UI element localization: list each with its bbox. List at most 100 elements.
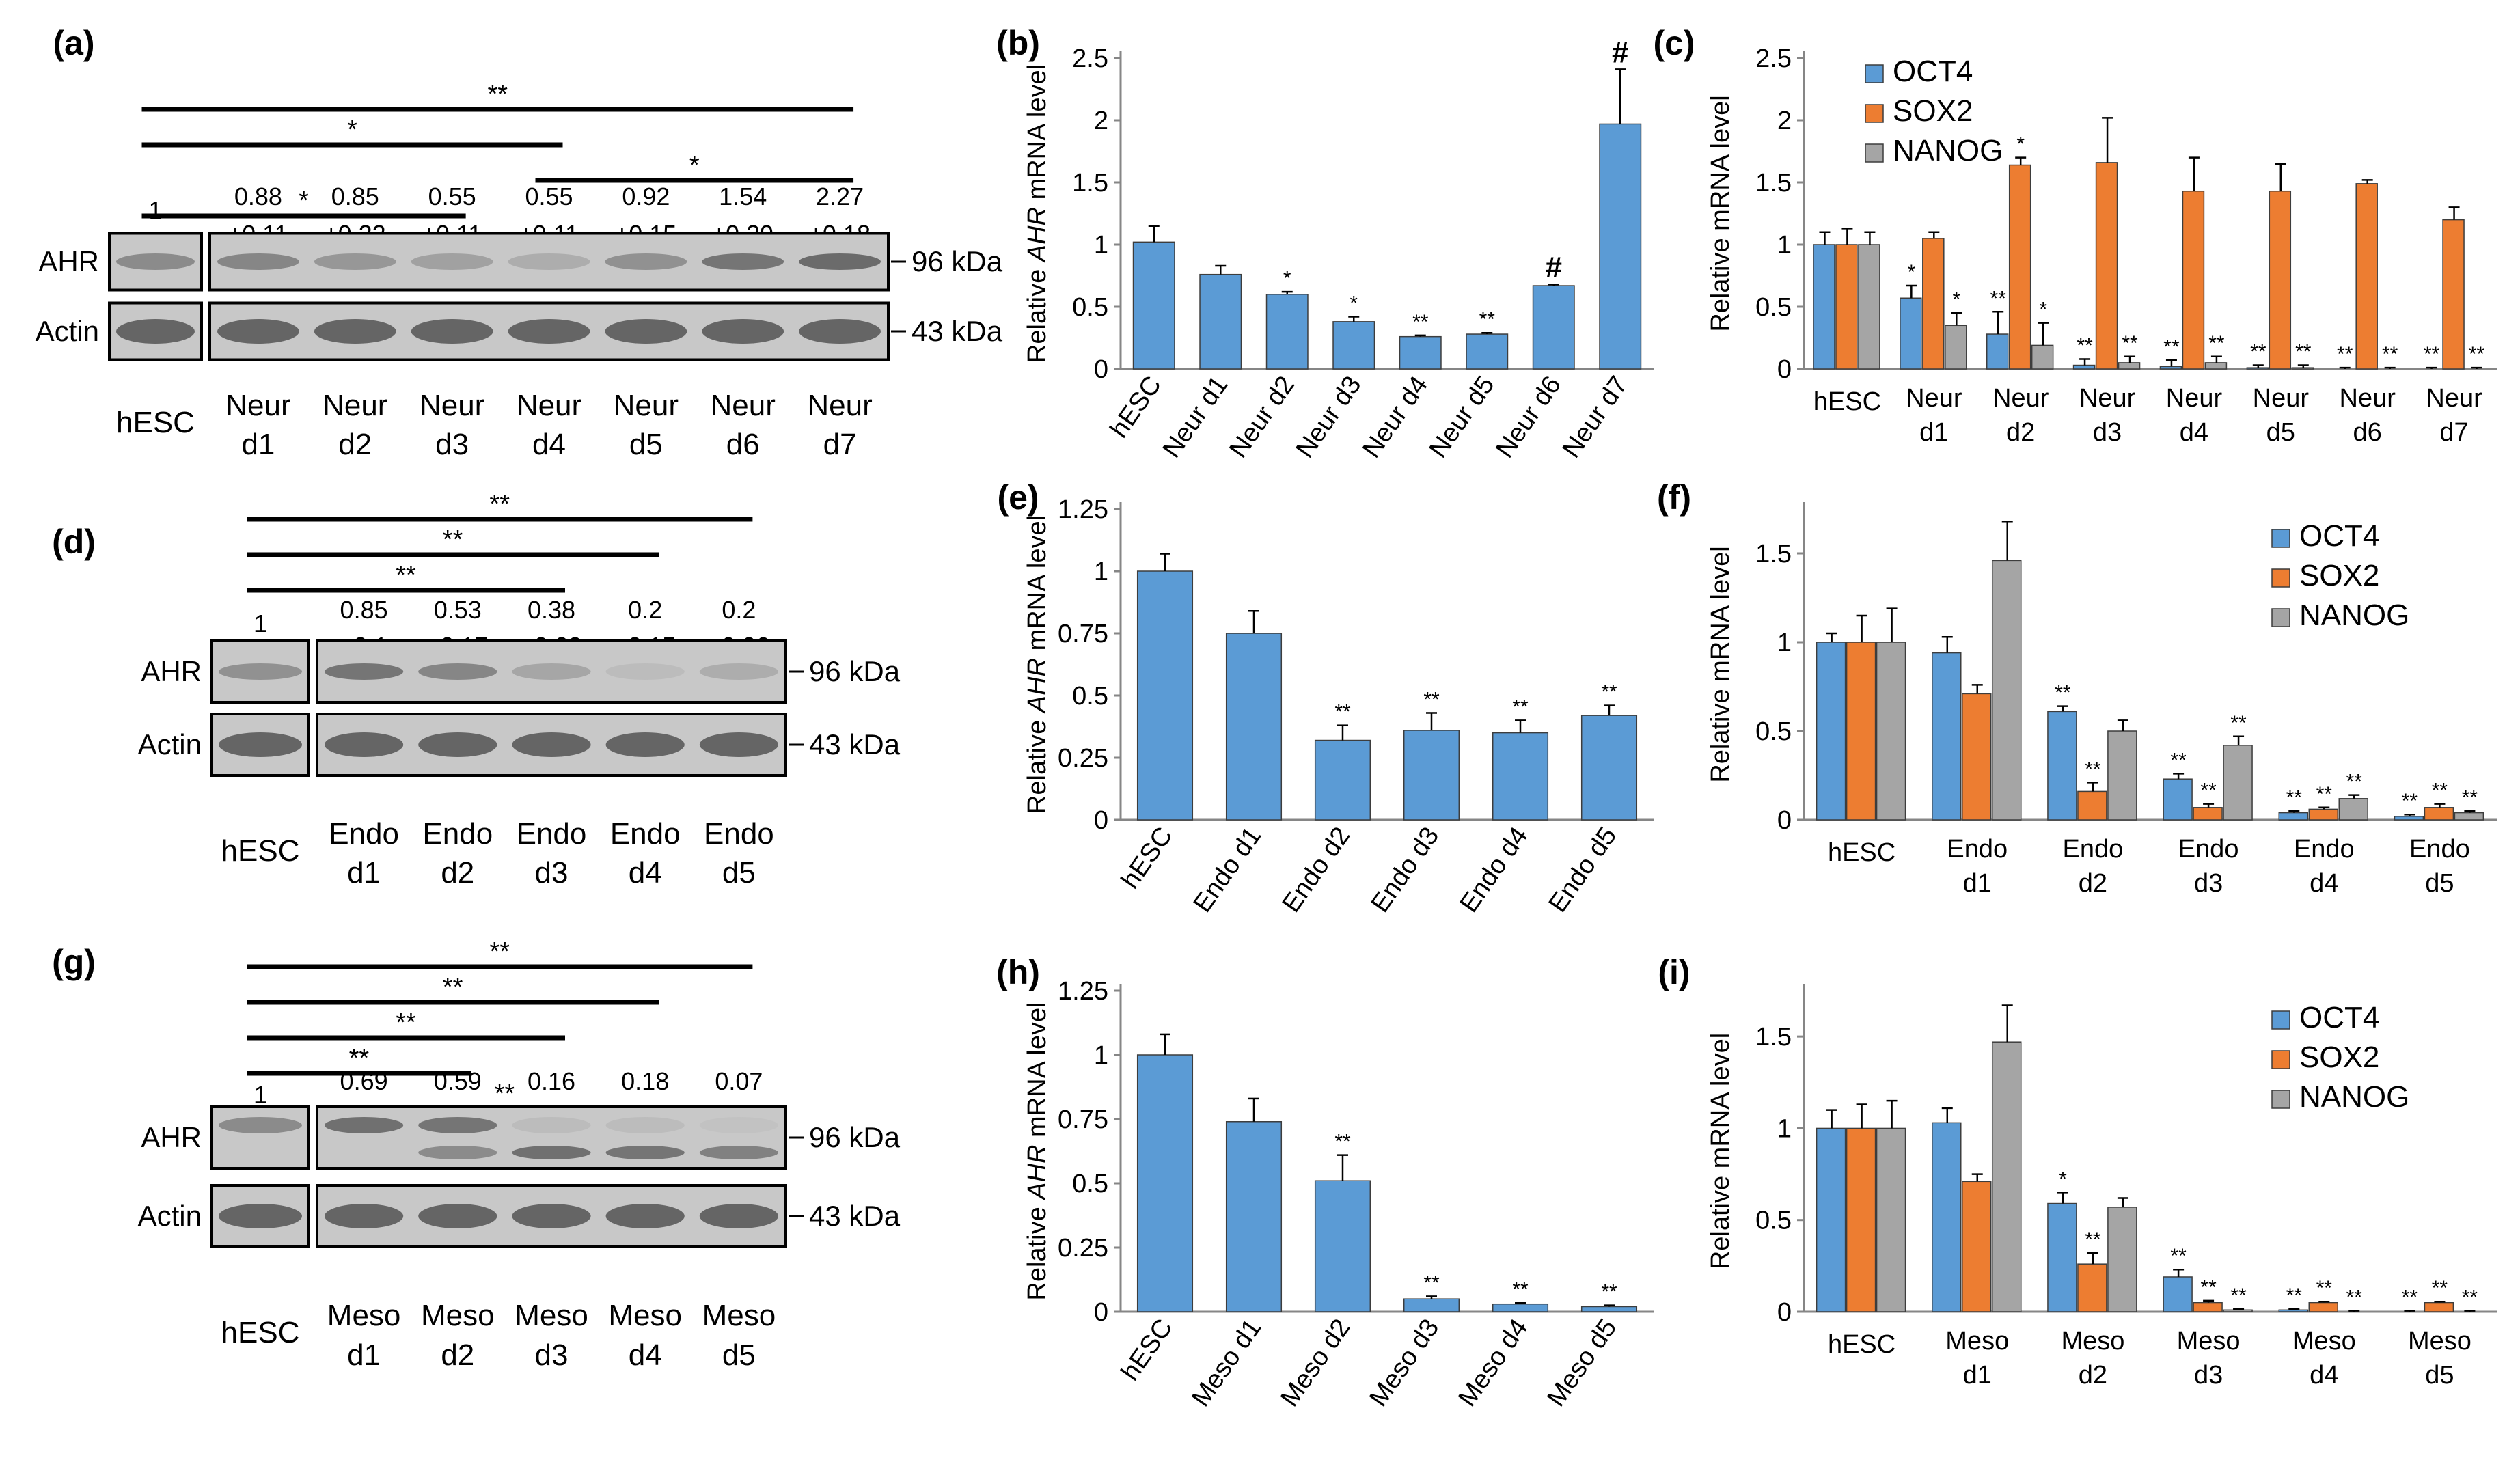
- quant-value: 0.2: [628, 596, 662, 624]
- lane-label: Neur: [711, 389, 776, 422]
- y-tick-label: 0.75: [1058, 1105, 1108, 1134]
- bar-sox2: [2095, 162, 2118, 370]
- lane-label-day: d4: [532, 428, 566, 461]
- bar-oct4: [1932, 652, 1962, 821]
- x-tick-label: hESC: [1828, 1330, 1895, 1359]
- significance-mark: **: [2055, 682, 2071, 704]
- significance-mark: **: [2250, 341, 2266, 363]
- bar-ahr: [1399, 335, 1442, 370]
- x-tick-label: Meso d4: [1453, 1314, 1533, 1412]
- quant-value: 0.55: [525, 182, 573, 210]
- panel-label: (h): [996, 953, 1040, 991]
- x-tick-label: Endo: [2063, 835, 2124, 864]
- lane-label: Endo: [422, 817, 493, 851]
- blot-row-label: Actin: [36, 315, 99, 347]
- bar-sox2: [1846, 1127, 1876, 1312]
- quant-value: 1: [254, 1081, 267, 1109]
- blot-band: [418, 732, 497, 757]
- legend-swatch: [2271, 1050, 2290, 1069]
- bar-oct4: [2047, 1202, 2077, 1312]
- panel-label: (c): [1653, 24, 1695, 62]
- significance-mark: *: [2016, 133, 2025, 156]
- quant-value: 0.92: [622, 182, 670, 210]
- size-label: 96 kDa: [809, 655, 901, 687]
- blot-band: [418, 663, 497, 680]
- x-tick-label: Meso d3: [1364, 1314, 1444, 1412]
- y-tick-label: 1.5: [1755, 169, 1792, 197]
- lane-label-day: d2: [441, 856, 474, 890]
- size-label: 43 kDa: [809, 1200, 901, 1232]
- x-tick-label-day: d7: [2439, 418, 2468, 447]
- blot-band: [605, 663, 685, 680]
- y-tick-label: 1: [1094, 231, 1108, 260]
- quant-value: 0.38: [528, 596, 575, 624]
- y-tick-label: 0: [1094, 806, 1108, 835]
- significance-mark: **: [2077, 334, 2093, 357]
- bar-nanog: [1858, 244, 1880, 370]
- bar-ahr: [1580, 715, 1638, 821]
- y-axis-label: Relative mRNA level: [1706, 1033, 1735, 1269]
- blot-row-label: AHR: [141, 655, 202, 687]
- lane-label-day: d1: [241, 428, 275, 461]
- significance-mark: **: [2316, 783, 2333, 806]
- bar-sox2: [2193, 1302, 2223, 1312]
- y-tick-label: 1: [1777, 629, 1792, 657]
- significance-mark: **: [2469, 343, 2485, 366]
- significance-mark: **: [1334, 701, 1351, 724]
- x-tick-label: Endo d2: [1277, 822, 1356, 918]
- significance-label: **: [489, 490, 510, 519]
- bar-sox2: [2269, 190, 2292, 370]
- legend-label: NANOG: [2299, 598, 2409, 632]
- lane-label: Meso: [608, 1299, 682, 1332]
- significance-label: *: [299, 187, 309, 215]
- significance-label: *: [689, 151, 700, 180]
- panel-label: (f): [1657, 478, 1691, 517]
- x-tick-label: Endo: [2294, 835, 2355, 864]
- x-tick-label: Neur d7: [1557, 371, 1634, 463]
- x-tick-label-day: d5: [2425, 869, 2454, 898]
- quant-value: 1: [254, 609, 267, 637]
- x-tick-label: Endo: [1947, 835, 2008, 864]
- bar-nanog: [1945, 325, 1967, 370]
- x-tick-label-day: d3: [2093, 418, 2122, 447]
- legend-label: NANOG: [1893, 134, 2003, 167]
- bar-nanog: [2223, 1309, 2253, 1312]
- significance-mark: **: [1601, 681, 1617, 704]
- bar-oct4: [2163, 778, 2193, 821]
- significance-mark: **: [2337, 343, 2353, 366]
- significance-label: **: [487, 80, 508, 109]
- significance-mark: *: [1952, 288, 1960, 311]
- blot-band-lower: [512, 1146, 591, 1159]
- significance-mark: **: [2208, 332, 2225, 355]
- x-tick-label-day: d2: [2079, 869, 2107, 898]
- lane-label-day: d3: [535, 856, 569, 890]
- legend-label: SOX2: [2299, 559, 2379, 592]
- bar-sox2: [2424, 807, 2454, 821]
- y-tick-label: 0.5: [1072, 682, 1108, 711]
- y-tick-label: 1.5: [1755, 540, 1792, 568]
- blot-band: [116, 319, 195, 344]
- y-tick-label: 1: [1777, 1114, 1792, 1143]
- blot-band: [605, 1204, 685, 1228]
- blot-band: [324, 732, 404, 757]
- legend-label: NANOG: [2299, 1080, 2409, 1114]
- lane-label-day: d5: [629, 428, 663, 461]
- bar-oct4: [1932, 1122, 1962, 1312]
- quant-value: 0.07: [715, 1067, 763, 1095]
- blot-row-label: Actin: [138, 728, 202, 760]
- bar-ahr: [1225, 1121, 1283, 1312]
- lane-label: Endo: [610, 817, 681, 851]
- significance-mark: **: [1423, 1271, 1440, 1294]
- significance-mark: **: [2432, 1277, 2448, 1299]
- blot-band-lower: [699, 1146, 778, 1159]
- blot-panel-a: (a)*****10.88±0.110.85±0.220.55±0.110.55…: [36, 24, 1003, 461]
- x-tick-label: Meso: [1945, 1327, 2009, 1355]
- lane-label: Meso: [327, 1299, 401, 1332]
- significance-label: **: [396, 1008, 416, 1037]
- significance-mark: *: [1907, 261, 1915, 284]
- lane-label-day: d7: [823, 428, 857, 461]
- bar-ahr: [1532, 285, 1575, 370]
- bar-ahr: [1265, 294, 1309, 370]
- bar-sox2: [1846, 642, 1876, 821]
